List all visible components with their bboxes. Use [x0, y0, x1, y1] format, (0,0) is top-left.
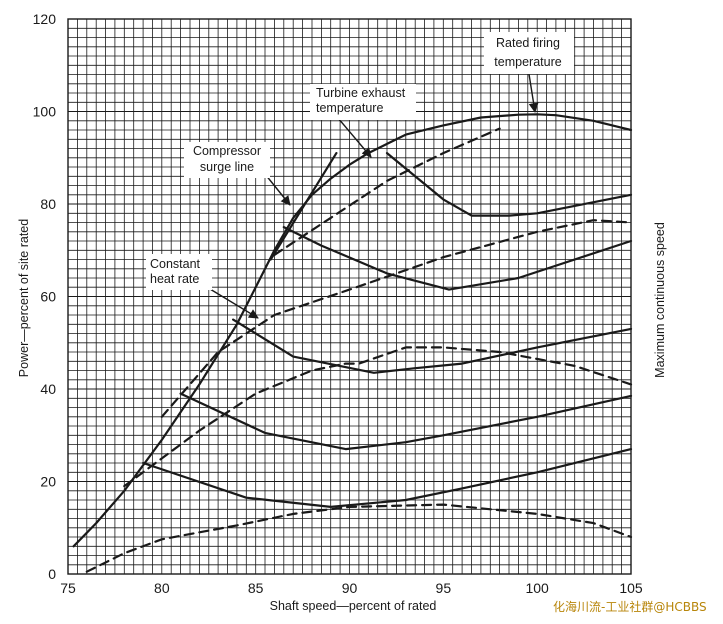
right-axis-label: Maximum continuous speed: [653, 222, 667, 378]
series-line-5: [232, 318, 633, 374]
annotation-arrows: [204, 73, 539, 319]
series-line-1: [72, 113, 633, 548]
series-line-8: [123, 346, 633, 488]
x-tick-label: 100: [525, 580, 549, 596]
arrow-compressor-surge: [264, 173, 291, 206]
annotation-constant-heat-line1: Constant: [150, 257, 201, 271]
annotation-constant-heat-line2: heat rate: [150, 272, 199, 286]
annotation-rated-firing: Rated firing temperature: [484, 32, 574, 74]
y-tick-label: 40: [40, 381, 56, 397]
tick-labels: 75 80 85 90 95 100 105 0 20 40 60 80 100 120: [33, 11, 643, 596]
series-line-9: [85, 503, 633, 573]
annotation-turbine-exhaust-line2: temperature: [316, 101, 383, 115]
y-axis-label: Power—percent of site rated: [17, 219, 31, 377]
x-tick-label: 90: [342, 580, 358, 596]
series-line-3: [385, 152, 633, 217]
annotation-compressor-surge: Compressor surge line: [184, 142, 270, 178]
series-line-11: [160, 219, 633, 418]
series-group: [72, 113, 633, 573]
annotation-compressor-surge-line2: surge line: [200, 160, 254, 174]
series-line-2: [269, 152, 338, 261]
x-tick-label: 80: [154, 580, 170, 596]
y-tick-label: 100: [33, 104, 57, 120]
series-line-7: [142, 448, 633, 508]
series-line-4: [282, 226, 633, 291]
y-tick-label: 80: [40, 196, 56, 212]
watermark-text: 化海川流-工业社群@HCBBS: [553, 600, 707, 614]
grid: [68, 19, 631, 574]
x-tick-label: 85: [248, 580, 264, 596]
series-line-10: [273, 127, 501, 256]
annotation-rated-firing-line2: temperature: [494, 55, 561, 69]
annotation-turbine-exhaust-line1: Turbine exhaust: [316, 86, 406, 100]
axes: [67, 18, 632, 575]
annotation-rated-firing-line1: Rated firing: [496, 36, 560, 50]
series-line-6: [179, 392, 633, 451]
y-tick-label: 0: [48, 566, 56, 582]
y-tick-label: 60: [40, 289, 56, 305]
x-tick-label: 75: [60, 580, 76, 596]
arrow-rated-firing: [528, 73, 539, 113]
x-axis-label: Shaft speed—percent of rated: [270, 599, 437, 613]
arrow-turbine-exhaust: [337, 117, 372, 158]
y-tick-label: 120: [33, 11, 57, 27]
arrow-constant-heat: [204, 285, 259, 319]
annotation-constant-heat: Constant heat rate: [146, 254, 212, 290]
annotation-turbine-exhaust: Turbine exhaust temperature: [310, 84, 416, 120]
x-tick-label: 105: [619, 580, 643, 596]
annotation-compressor-surge-line1: Compressor: [193, 144, 261, 158]
plot-frame: [67, 18, 632, 575]
x-tick-label: 95: [436, 580, 452, 596]
y-tick-label: 20: [40, 474, 56, 490]
